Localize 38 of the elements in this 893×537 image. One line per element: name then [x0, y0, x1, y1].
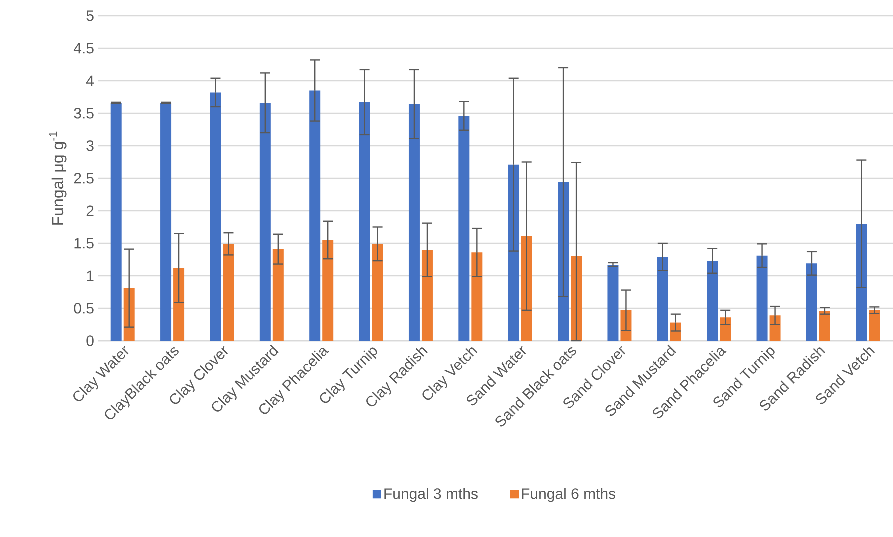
- bar: [720, 318, 732, 341]
- y-tick-label: 1.5: [74, 238, 94, 249]
- bar: [408, 104, 420, 341]
- bar: [806, 264, 818, 341]
- bar: [110, 103, 122, 341]
- bar: [272, 249, 284, 341]
- bar: [210, 92, 222, 341]
- bar: [472, 252, 483, 341]
- bar: [756, 256, 768, 341]
- y-tick-label: 2: [86, 206, 94, 216]
- bar: [223, 244, 234, 341]
- legend-label: Fungal 3 mths: [384, 488, 478, 502]
- y-tick-label: 2.5: [74, 173, 94, 184]
- bar: [310, 90, 321, 341]
- y-tick-label: 0.5: [74, 303, 94, 314]
- bar: [422, 250, 433, 341]
- bar: [819, 311, 830, 341]
- bar: [160, 103, 172, 341]
- y-tick-label: 0: [86, 336, 94, 346]
- y-tick-label: 1: [87, 270, 94, 282]
- y-axis-title: Fungal μg g$^{-1}$: [49, 132, 67, 225]
- bar: [372, 244, 384, 341]
- bar: [657, 257, 668, 341]
- y-tick-label: 4.5: [74, 43, 94, 54]
- bar: [707, 261, 718, 341]
- bar: [260, 103, 271, 341]
- y-tick-label: 3.5: [74, 108, 94, 119]
- bar: [508, 164, 520, 341]
- y-tick-label: 4: [86, 76, 94, 86]
- bar: [458, 116, 470, 341]
- bar: [322, 240, 334, 341]
- bar: [359, 102, 370, 341]
- legend-label: Fungal 6 mths: [522, 488, 616, 502]
- y-tick-label: 3: [86, 140, 94, 152]
- bar: [174, 268, 185, 341]
- y-tick-label: 5: [86, 10, 94, 22]
- bar: [608, 264, 619, 341]
- bar: [869, 310, 880, 341]
